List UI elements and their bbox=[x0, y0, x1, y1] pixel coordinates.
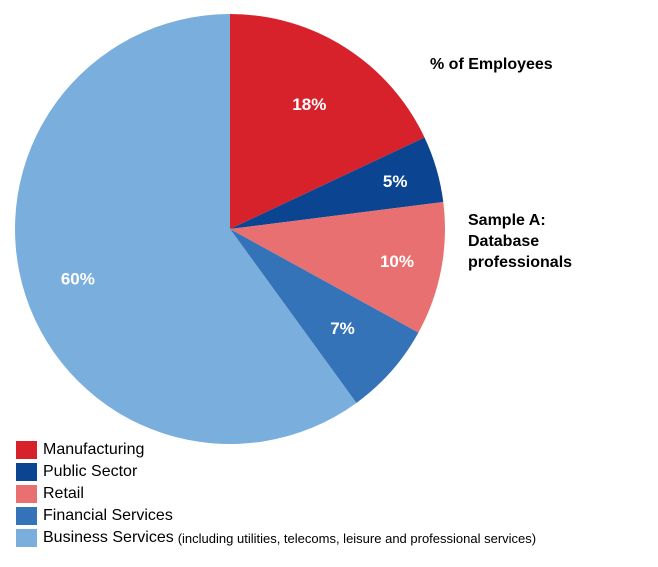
slice-label: 7% bbox=[330, 319, 355, 338]
legend-item-retail: Retail bbox=[16, 483, 536, 505]
legend-item-manufacturing: Manufacturing bbox=[16, 439, 536, 461]
legend-label: Manufacturing bbox=[43, 441, 145, 458]
legend-note: (including utilities, telecoms, leisure … bbox=[177, 530, 537, 546]
chart-title: % of Employees bbox=[430, 56, 553, 73]
legend-swatch bbox=[16, 441, 37, 459]
legend-label: Business Services bbox=[43, 529, 174, 546]
slice-label: 60% bbox=[61, 269, 95, 288]
pie-slice-public-sector bbox=[230, 137, 444, 229]
pie-slice-financial-services bbox=[230, 229, 419, 403]
subtitle-line-2: Database bbox=[468, 233, 540, 250]
legend-swatch bbox=[16, 507, 37, 525]
legend-label: Public Sector bbox=[43, 463, 138, 480]
pie-slice-retail bbox=[230, 202, 445, 333]
legend-item-business-services: Business Services (including utilities, … bbox=[16, 527, 536, 549]
pie-slice-business-services bbox=[14, 14, 357, 444]
chart-subtitle: Sample A: Database professionals bbox=[468, 210, 572, 273]
legend-item-public-sector: Public Sector bbox=[16, 461, 536, 483]
legend-label: Financial Services bbox=[43, 507, 173, 524]
slice-label: 18% bbox=[292, 95, 326, 114]
legend-swatch bbox=[16, 463, 37, 481]
subtitle-line-1: Sample A: bbox=[468, 212, 546, 229]
slice-label: 10% bbox=[380, 252, 414, 271]
chart-legend: Manufacturing Public Sector Retail Finan… bbox=[16, 439, 536, 549]
legend-swatch bbox=[16, 485, 37, 503]
legend-swatch bbox=[16, 529, 37, 547]
subtitle-line-3: professionals bbox=[468, 254, 573, 271]
pie-slice-manufacturing bbox=[230, 14, 425, 229]
legend-item-financial-services: Financial Services bbox=[16, 505, 536, 527]
slice-label: 5% bbox=[383, 172, 408, 191]
legend-label: Retail bbox=[43, 485, 84, 502]
